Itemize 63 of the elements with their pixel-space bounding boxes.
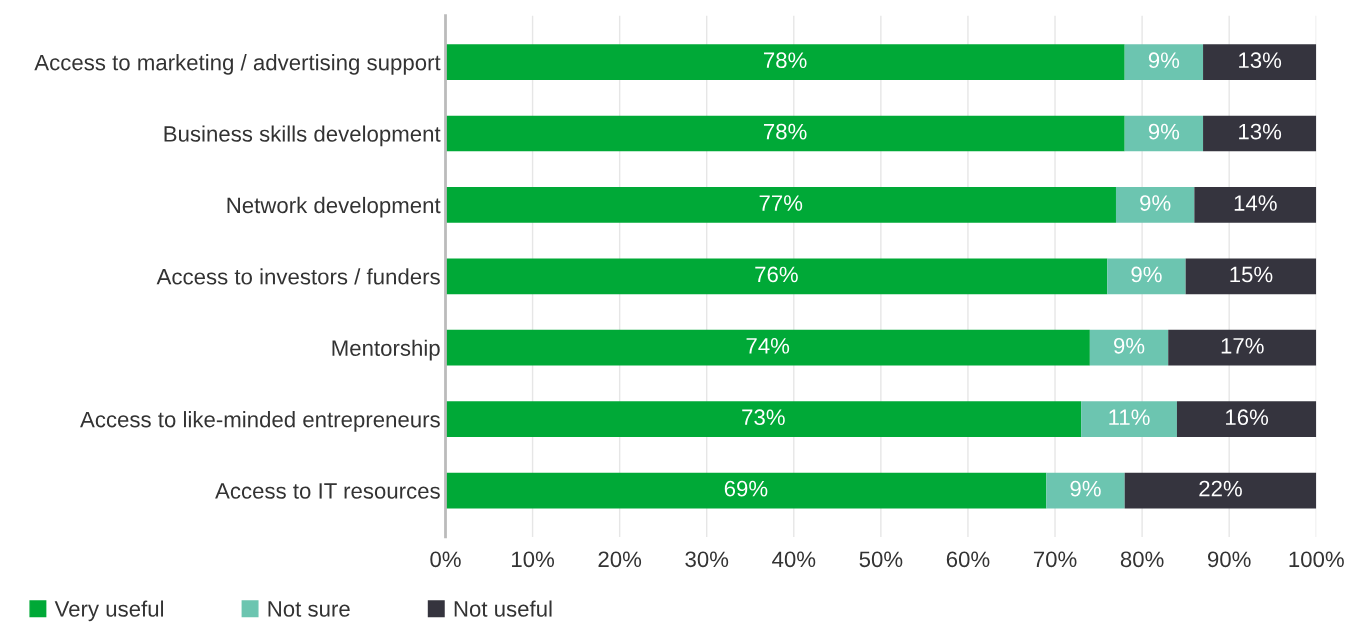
y-tick-label: Access to IT resources — [215, 483, 440, 499]
bar — [445, 44, 1125, 80]
data-label: 9% — [1140, 195, 1171, 211]
data-label: 73% — [742, 409, 785, 426]
x-tick-label: 70% — [1033, 551, 1077, 568]
data-label: 69% — [724, 480, 768, 497]
bar — [1124, 44, 1204, 80]
bar — [445, 115, 1125, 152]
x-tick-label: 10% — [512, 551, 555, 568]
data-label: 9% — [1131, 266, 1162, 283]
bar — [445, 187, 1116, 223]
x-tick-label: 100% — [1289, 551, 1344, 568]
bar — [1168, 329, 1317, 366]
bar — [445, 329, 1090, 366]
y-tick-label: Network development — [227, 196, 441, 218]
data-label: 78% — [763, 123, 807, 140]
x-tick-label: 30% — [685, 551, 729, 568]
y-tick-label: Access to marketing / advertising support — [34, 54, 441, 75]
x-tick-label: 0% — [430, 551, 461, 568]
data-label: 9% — [1148, 52, 1180, 69]
bar — [1194, 187, 1317, 223]
bar — [1124, 472, 1317, 509]
bar — [1089, 329, 1169, 366]
data-label: 15% — [1230, 266, 1273, 283]
bar — [445, 401, 1082, 437]
bar — [445, 258, 1108, 295]
data-label: 11% — [1109, 409, 1150, 425]
y-tick-label: Access to investors / funders — [156, 268, 440, 285]
data-label: 9% — [1114, 337, 1145, 354]
x-tick-label: 90% — [1207, 551, 1251, 568]
legend-label: Not sure — [268, 601, 350, 617]
bar — [1203, 44, 1317, 80]
data-label: 17% — [1221, 338, 1264, 354]
bar — [1203, 115, 1317, 152]
x-tick-label: 20% — [598, 551, 642, 568]
bar — [1046, 472, 1125, 509]
legend-label: Very useful — [54, 600, 164, 622]
y-tick-label: Business skills development — [164, 125, 441, 147]
data-label: 76% — [755, 266, 798, 283]
bar — [1176, 401, 1317, 437]
data-label: 9% — [1070, 480, 1101, 497]
data-label: 78% — [763, 52, 807, 69]
bar — [1185, 258, 1317, 295]
data-label: 13% — [1239, 123, 1282, 140]
bar — [1107, 258, 1186, 295]
data-label: 74% — [746, 338, 790, 354]
x-tick-label: 60% — [946, 551, 990, 568]
data-label: 77% — [759, 195, 803, 211]
data-label: 13% — [1239, 52, 1282, 69]
bar — [1081, 401, 1177, 437]
bar — [1115, 187, 1195, 223]
x-tick-label: 80% — [1120, 551, 1164, 568]
bar — [445, 472, 1047, 509]
legend-label: Not useful — [454, 600, 552, 617]
y-tick-label: Access to like-minded entrepreneurs — [80, 411, 440, 432]
x-tick-label: 50% — [859, 551, 903, 568]
data-label: 22% — [1199, 480, 1242, 497]
data-label: 14% — [1234, 195, 1277, 211]
y-tick-label: Mentorship — [332, 339, 440, 361]
bar — [1124, 115, 1204, 152]
x-tick-label: 40% — [772, 551, 816, 568]
data-label: 9% — [1148, 123, 1180, 140]
data-label: 16% — [1226, 409, 1269, 426]
